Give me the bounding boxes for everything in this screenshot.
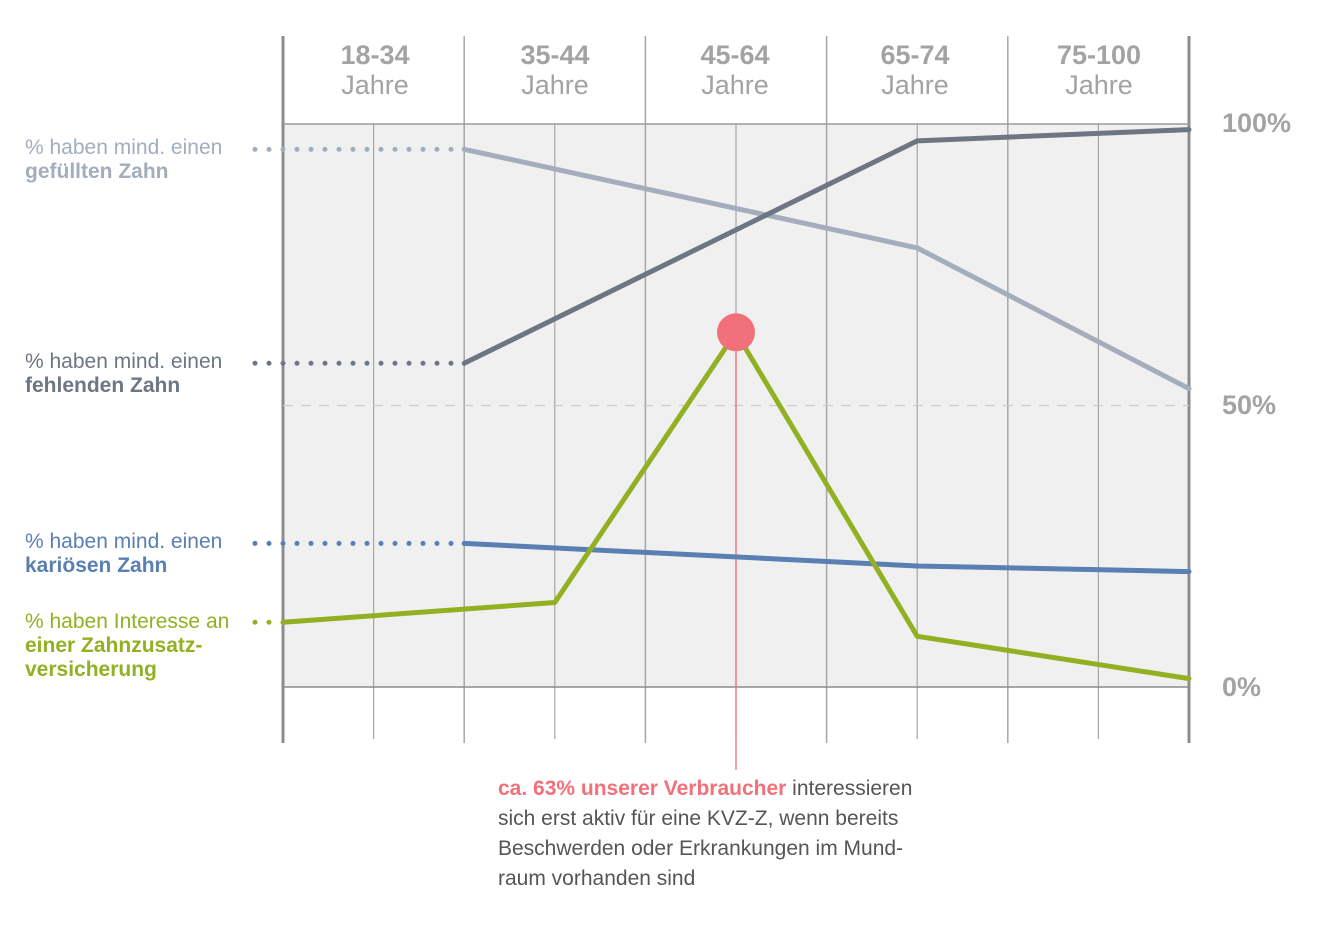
annotation-line-2: sich erst aktiv für eine KVZ-Z, wenn ber… [498, 807, 899, 830]
highlight-dot [717, 313, 755, 352]
annotation-line-3: Beschwerden oder Erkrankungen im Mund- [498, 837, 904, 860]
y-tick-100: 100% [1222, 108, 1292, 138]
series-label-fehlender-zahn: % haben mind. einen fehlenden Zahn [25, 350, 222, 398]
category-range: 65-74 [880, 40, 950, 70]
category-range: 35-44 [520, 40, 590, 70]
series-label-prefix: % haben mind. einen [25, 530, 223, 553]
category-label-18-34: 18-34 Jahre [285, 40, 465, 100]
annotation-text: ca. 63% unserer Verbraucher interessiere… [498, 774, 968, 894]
series-label-name: gefüllten Zahn [25, 160, 169, 183]
category-unit: Jahre [1065, 70, 1133, 100]
category-label-65-74: 65-74 Jahre [825, 40, 1005, 100]
category-unit: Jahre [701, 70, 769, 100]
series-label-zahnzusatzversicherung: % haben Interesse an einer Zahnzusatz- v… [25, 610, 229, 682]
series-label-karioeser-zahn: % haben mind. einen kariösen Zahn [25, 530, 222, 578]
annotation-highlight: ca. 63% unserer Verbraucher [498, 777, 787, 800]
y-tick-0: 0% [1222, 672, 1262, 702]
annotation-line-1: interessieren [786, 777, 913, 800]
series-label-prefix: % haben mind. einen [25, 136, 223, 159]
category-unit: Jahre [881, 70, 949, 100]
category-range: 45-64 [700, 40, 770, 70]
series-line-1 [461, 146, 1192, 392]
category-unit: Jahre [521, 70, 589, 100]
annotation-line-4: raum vorhanden sind [498, 867, 696, 890]
series-label-name: kariösen Zahn [25, 554, 168, 577]
category-range: 18-34 [340, 40, 410, 70]
series-label-prefix: % haben Interesse an [25, 610, 230, 633]
series-label-name-line-2: versicherung [25, 658, 157, 681]
series-label-name-line-1: einer Zahnzusatz- [25, 634, 203, 657]
series-label-gefuellter-zahn: % haben mind. einen gefüllten Zahn [25, 136, 222, 184]
category-label-35-44: 35-44 Jahre [465, 40, 645, 100]
series-line-3 [461, 540, 1192, 575]
series-label-prefix: % haben mind. einen [25, 350, 223, 373]
series-label-name: fehlenden Zahn [25, 374, 181, 397]
category-range: 75-100 [1056, 40, 1142, 70]
category-label-45-64: 45-64 Jahre [645, 40, 825, 100]
category-unit: Jahre [341, 70, 409, 100]
series-line-2 [461, 127, 1192, 366]
y-tick-50: 50% [1222, 390, 1277, 420]
category-label-75-100: 75-100 Jahre [1009, 40, 1189, 100]
